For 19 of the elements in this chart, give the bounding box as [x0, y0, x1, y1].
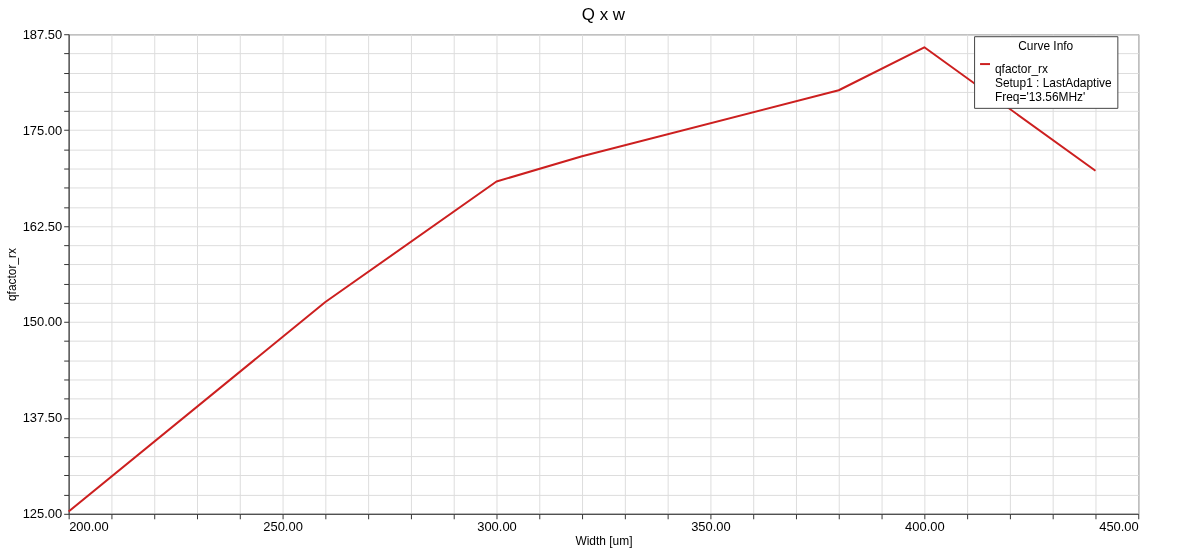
x-tick-label: 250.00: [263, 519, 303, 535]
x-tick-label: 300.00: [477, 519, 517, 535]
y-axis-title: qfactor_rx: [4, 247, 19, 302]
annotation: Freq='13.56MHz': [994, 89, 1086, 104]
y-tick-label: 162.50: [22, 218, 63, 234]
y-tick-label: 137.50: [22, 410, 63, 426]
x-tick-label: 200.00: [69, 519, 109, 535]
x-tick-label: 450.00: [1099, 519, 1139, 535]
legend-title: Curve Info: [1018, 39, 1074, 54]
y-tick-label: 187.50: [22, 26, 63, 42]
y-tick-label: 175.00: [22, 122, 63, 138]
y-tick-label: 150.00: [22, 314, 63, 330]
legend-label: qfactor_rx: [994, 62, 1049, 77]
annotation: Setup1 : LastAdaptive: [994, 75, 1112, 90]
x-axis-title: Width [um]: [575, 534, 633, 549]
x-tick-label: 350.00: [691, 519, 731, 535]
x-tick-label: 400.00: [905, 519, 945, 535]
chart-title: Q x w: [581, 5, 626, 25]
y-tick-label: 125.00: [22, 506, 63, 522]
